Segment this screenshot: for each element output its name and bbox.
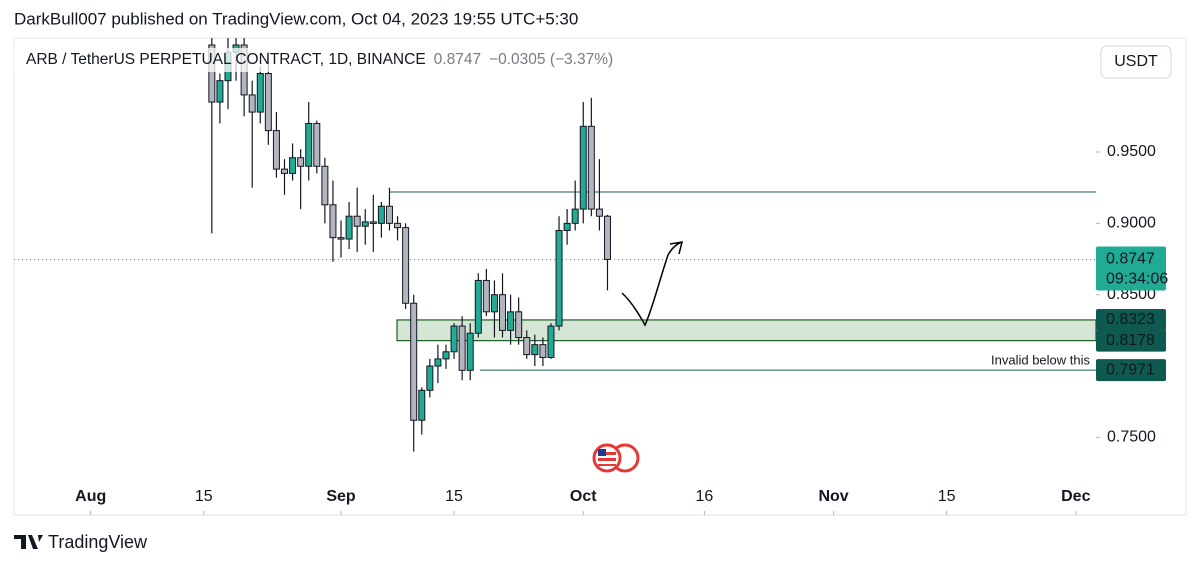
candle-body [394,222,402,229]
demand-zone [396,319,1096,342]
projection-arrow [621,241,684,327]
candle-body [466,332,474,371]
candle-body [313,122,321,167]
candle-body [297,157,305,167]
candle-body [499,294,507,331]
x-tick-label: Sep [326,488,356,505]
candle-body [272,130,280,170]
x-tick-label: Nov [818,488,848,505]
candle-body [515,311,523,338]
candle-body [579,125,587,210]
x-tick-label: Dec [1061,488,1090,505]
candle-body [216,80,224,103]
candle-body [353,215,361,227]
x-tick-label: 15 [938,488,956,505]
last-price: 0.8747 [434,51,481,68]
brand-logo [14,535,43,549]
x-tick-label: Oct [570,488,597,505]
candle-body [547,325,555,358]
x-tick-label: 15 [445,488,463,505]
legend-bg [14,48,644,72]
y-tick-label: 0.9500 [1107,143,1156,160]
candle-body [281,168,288,174]
publisher-line: DarkBull007 published on TradingView.com… [14,9,578,28]
x-tick-label: 16 [695,488,713,505]
event-icons [592,443,640,473]
candle-body [450,325,458,353]
plot-area [14,38,1096,452]
candle-body [402,227,410,304]
x-tick-label: 15 [195,488,213,505]
candle-body [345,215,353,240]
candle-body [595,208,603,217]
candle-body [208,44,216,103]
candle-body [248,94,256,113]
price-label-bg [1096,359,1166,382]
chart-frame [13,37,1187,516]
candle-body [482,279,490,313]
price-label: 0.8323 [1106,311,1155,328]
symbol-name: ARB / TetherUS PERPETUAL CONTRACT, 1D, B… [26,51,426,68]
countdown: 09:34:06 [1106,271,1168,288]
candle-body [377,205,385,224]
price-label-bg [1096,308,1166,331]
y-tick-label: 0.9000 [1107,215,1156,232]
price-label: 0.7971 [1106,361,1155,378]
candle-body [369,221,377,224]
change: −0.0305 (−3.37%) [489,51,613,68]
candle-body [571,208,579,224]
candle-body [305,122,313,167]
last-price-label: 0.8747 [1106,251,1155,268]
annotation: Invalid below this [991,353,1090,368]
candle-body [490,294,498,313]
candle-body [523,336,531,356]
currency[interactable]: USDT [1114,53,1158,70]
candle-body [434,358,442,367]
price-label: 0.8178 [1106,332,1155,349]
symbol: ARB / TetherUS PERPETUAL CONTRACT, 1D, B… [26,51,613,68]
x-tick-label: Aug [75,488,106,505]
candle-body [418,389,426,421]
candle-body [289,157,297,174]
candle-body [587,125,595,210]
candle-body [337,237,345,240]
price-label-bg [1096,329,1166,352]
candle-body [256,73,264,113]
candle-body [603,215,611,260]
candle-body [410,302,418,421]
candle-body [555,229,563,327]
candle-body [264,73,272,132]
last-price-bg [1096,246,1166,291]
currency-button[interactable] [1100,45,1172,79]
candle-body [329,204,337,239]
candle-body [474,279,482,334]
candle-body [426,365,434,391]
candle-body [458,325,466,371]
candle-body [321,165,329,206]
candle-body [507,311,515,331]
candle-body [539,344,547,358]
overlay: Invalid below this [991,353,1090,368]
candle-body [442,351,450,360]
brand: TradingView [48,532,148,552]
candle-body [385,205,393,224]
y-tick-label: 0.7500 [1107,429,1156,446]
candle-body [563,222,571,231]
candle-body [361,221,369,227]
candle-body [531,344,539,356]
